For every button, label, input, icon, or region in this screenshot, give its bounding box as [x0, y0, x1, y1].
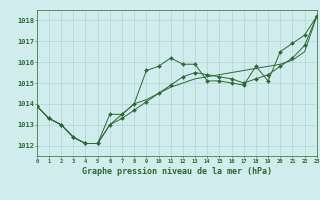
X-axis label: Graphe pression niveau de la mer (hPa): Graphe pression niveau de la mer (hPa): [82, 167, 272, 176]
